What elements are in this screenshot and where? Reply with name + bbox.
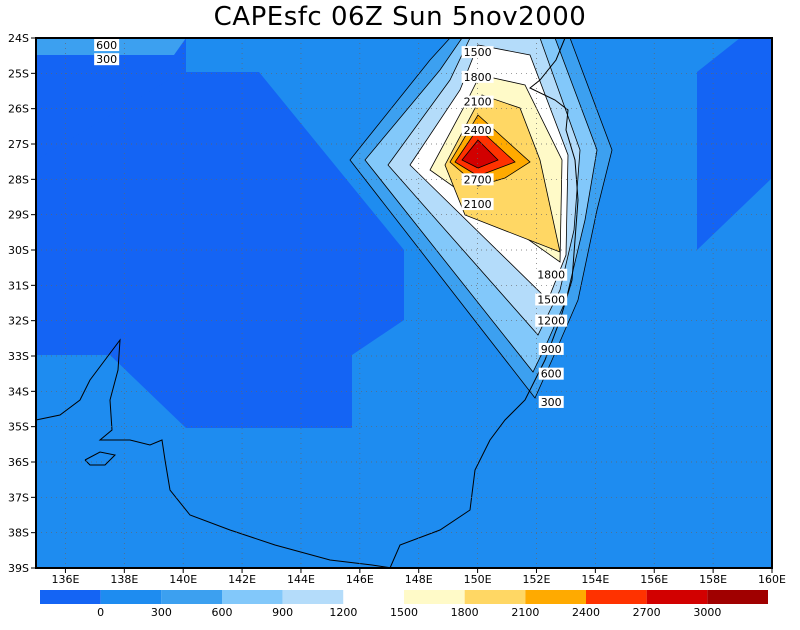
y-tick-label: 24S xyxy=(8,32,29,45)
contour-label: 1500 xyxy=(537,293,565,306)
x-tick-label: 138E xyxy=(110,573,138,586)
x-tick-label: 148E xyxy=(405,573,433,586)
colorbar-swatch xyxy=(404,590,465,604)
coastline-layer xyxy=(35,37,579,569)
contour-label: 1200 xyxy=(537,315,565,328)
contour-label-bg xyxy=(461,173,494,186)
contour-label-bg xyxy=(538,342,564,355)
colorbar-label: 2100 xyxy=(511,606,539,619)
colorbar-label: 1500 xyxy=(390,606,418,619)
contour-label: 1500 xyxy=(464,46,492,59)
contour-label: 1800 xyxy=(464,71,492,84)
colorbar-swatch xyxy=(100,590,162,604)
y-tick-label: 33S xyxy=(8,350,29,363)
chart-title: CAPEsfc 06Z Sun 5nov2000 xyxy=(213,2,587,32)
island-kangaroo xyxy=(84,451,117,466)
x-tick-label: 150E xyxy=(464,573,492,586)
colorbar-label: 1800 xyxy=(451,606,479,619)
contour-label: 2100 xyxy=(464,96,492,109)
y-tick-label: 38S xyxy=(8,527,29,540)
colorbar-swatch xyxy=(586,590,647,604)
y-tick-label: 39S xyxy=(8,562,29,575)
x-tick-label: 154E xyxy=(581,573,609,586)
x-tick-label: 140E xyxy=(169,573,197,586)
y-tick-label: 29S xyxy=(8,209,29,222)
contour-label: 600 xyxy=(96,39,117,52)
contour-label-bg xyxy=(461,123,494,136)
colorbar-label: 600 xyxy=(212,606,233,619)
cape-band-8 xyxy=(461,139,499,169)
colorbar-swatch xyxy=(222,590,283,604)
colorbar-swatch xyxy=(40,590,101,604)
contour-label-bg xyxy=(535,268,568,281)
contour-label: 300 xyxy=(541,396,562,409)
colorbar-swatch xyxy=(464,590,526,604)
y-tick-label: 26S xyxy=(8,103,29,116)
colorbar-swatch xyxy=(282,590,344,604)
x-tick-label: 156E xyxy=(640,573,668,586)
y-tick-label: 30S xyxy=(8,244,29,257)
y-tick-label: 37S xyxy=(8,491,29,504)
contour-label: 900 xyxy=(541,343,562,356)
y-axis: 24S 25S 26S 27S 28S 29S 30S 31S 32S 33S 34S 35S 36S 3… xyxy=(8,32,36,575)
y-tick-label: 28S xyxy=(8,173,29,186)
contour-label-bg xyxy=(461,70,494,83)
contour-label: 600 xyxy=(541,368,562,381)
plot-frame xyxy=(35,37,773,569)
contour-label: 300 xyxy=(96,53,117,66)
x-tick-label: 142E xyxy=(228,573,256,586)
colorbar-label: 2400 xyxy=(572,606,600,619)
y-tick-label: 32S xyxy=(8,315,29,328)
y-tick-label: 34S xyxy=(8,385,29,398)
contour-label: 1800 xyxy=(537,269,565,282)
contour-label-bg xyxy=(461,198,494,211)
colorbar: 0 300 600 900 1200 1500 1800 2100 2400 2700 3000 xyxy=(40,590,768,619)
y-tick-label: 31S xyxy=(8,279,29,292)
colorbar-label: 300 xyxy=(151,606,172,619)
contour-label-bg xyxy=(461,46,494,59)
colorbar-label: 3000 xyxy=(693,606,721,619)
y-tick-label: 27S xyxy=(8,138,29,151)
x-tick-label: 146E xyxy=(346,573,374,586)
contour-label-bg xyxy=(538,395,564,408)
contour-label-bg xyxy=(535,314,568,327)
contour-label-bg xyxy=(461,95,494,108)
x-tick-label: 160E xyxy=(758,573,786,586)
colorbar-swatch xyxy=(707,590,768,604)
contour-label-bg xyxy=(538,367,564,380)
colorbar-label: 1200 xyxy=(329,606,357,619)
coastline-east xyxy=(389,37,579,569)
y-tick-label: 35S xyxy=(8,421,29,434)
contour-label: 2100 xyxy=(464,198,492,211)
x-tick-label: 144E xyxy=(287,573,315,586)
colorbar-label: 900 xyxy=(272,606,293,619)
colorbar-swatch xyxy=(161,590,222,604)
field-low-nw xyxy=(36,38,186,160)
x-tick-label: 136E xyxy=(51,573,79,586)
cape-fill-layer xyxy=(36,37,772,568)
field-low-west xyxy=(36,38,404,428)
y-tick-label: 25S xyxy=(8,67,29,80)
coastline-south xyxy=(35,338,393,569)
contour-label: 2700 xyxy=(464,173,492,186)
colorbar-swatch xyxy=(646,590,708,604)
contour-label-bg xyxy=(535,293,568,306)
colorbar-swatch xyxy=(525,590,586,604)
x-axis: 136E 138E 140E 142E 144E 146E 148E 150E 152E 154E… xyxy=(51,568,786,586)
x-tick-label: 158E xyxy=(699,573,727,586)
colorbar-label: 0 xyxy=(97,606,104,619)
contour-label-bg xyxy=(94,39,120,52)
contour-label-bg xyxy=(94,53,120,66)
colorbar-label: 2700 xyxy=(633,606,661,619)
x-tick-label: 152E xyxy=(523,573,551,586)
field-low-east xyxy=(697,38,772,250)
colorbar-swatch xyxy=(343,590,404,604)
contour-label: 2400 xyxy=(464,124,492,137)
y-tick-label: 36S xyxy=(8,456,29,469)
contour-label-layer: 6003001500180021002400270021001800150012… xyxy=(94,39,568,409)
